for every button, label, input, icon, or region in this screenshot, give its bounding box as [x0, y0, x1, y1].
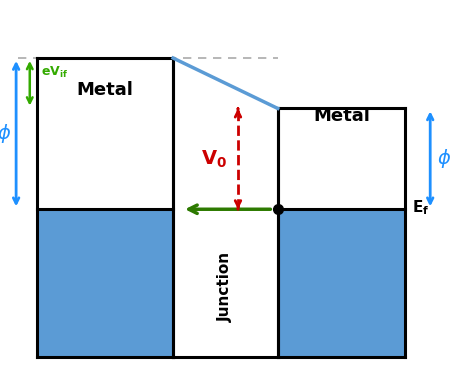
- Bar: [173, 58, 278, 357]
- Text: $\mathbf{V_0}$: $\mathbf{V_0}$: [201, 148, 227, 170]
- Text: $\mathbf{eV_{if}}$: $\mathbf{eV_{if}}$: [41, 64, 68, 80]
- Text: $\mathbf{E_f}$: $\mathbf{E_f}$: [412, 198, 429, 217]
- Text: Metal: Metal: [313, 106, 370, 124]
- Text: $\phi$: $\phi$: [0, 122, 11, 145]
- Text: Metal: Metal: [76, 81, 133, 99]
- Text: Junction: Junction: [218, 252, 233, 322]
- Text: $\phi$: $\phi$: [437, 147, 451, 170]
